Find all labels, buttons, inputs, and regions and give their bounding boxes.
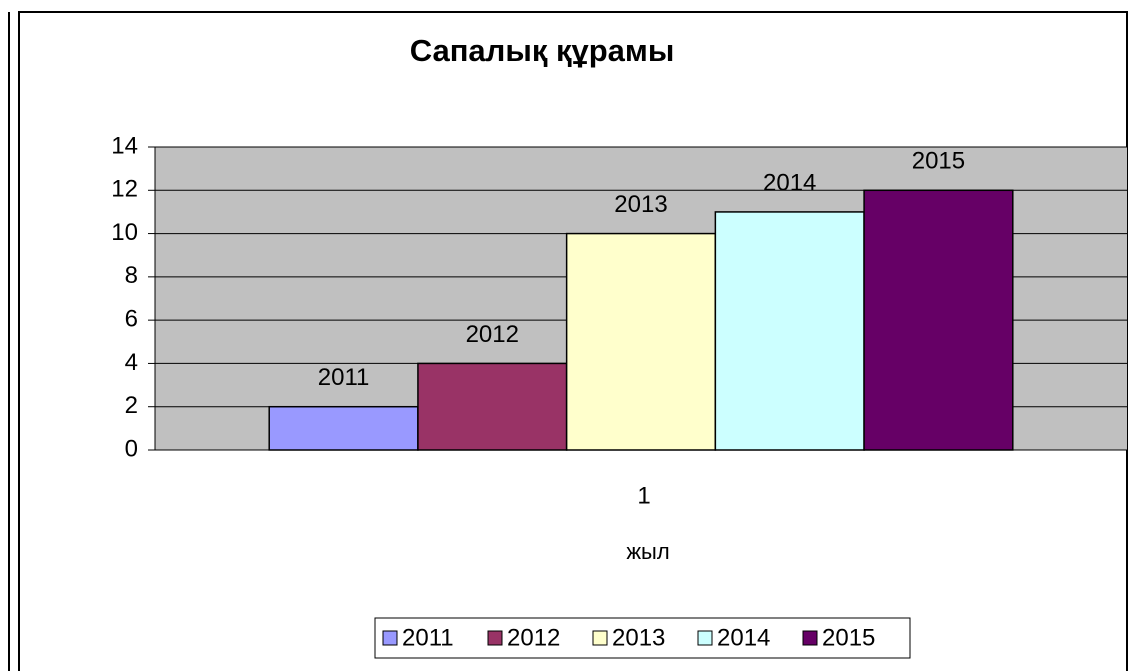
data-label: 2013 [614, 191, 667, 218]
bar [714, 211, 865, 451]
legend-label: 2015 [822, 624, 875, 651]
x-tick-label: 1 [637, 482, 650, 509]
data-label: 2014 [763, 169, 816, 196]
legend-label: 2011 [402, 624, 454, 651]
legend-swatch [697, 630, 713, 646]
bar [417, 362, 568, 451]
legend-box [374, 617, 911, 659]
legend-swatch [382, 630, 398, 646]
y-tick-label: 2 [125, 392, 138, 419]
legend-swatch [802, 630, 818, 646]
chart-title: Сапалық құрамы [410, 33, 675, 68]
data-label: 2011 [318, 364, 370, 391]
y-tick-label: 8 [125, 262, 138, 289]
bar [565, 232, 717, 451]
bar [268, 405, 419, 451]
legend-swatch [592, 630, 608, 646]
data-label: 2015 [912, 148, 965, 175]
y-tick-label: 10 [111, 219, 138, 246]
y-tick-label: 6 [125, 305, 138, 332]
y-tick-label: 0 [125, 435, 138, 462]
x-axis-title: жыл [626, 539, 669, 564]
y-tick-label: 4 [125, 349, 138, 376]
y-tick-label: 14 [111, 132, 138, 159]
legend-label: 2013 [612, 624, 665, 651]
legend-label: 2012 [507, 624, 560, 651]
legend-swatch [487, 630, 503, 646]
bar [863, 189, 1014, 451]
y-tick-label: 12 [111, 176, 138, 203]
legend-label: 2014 [717, 624, 770, 651]
data-label: 2012 [466, 321, 519, 348]
